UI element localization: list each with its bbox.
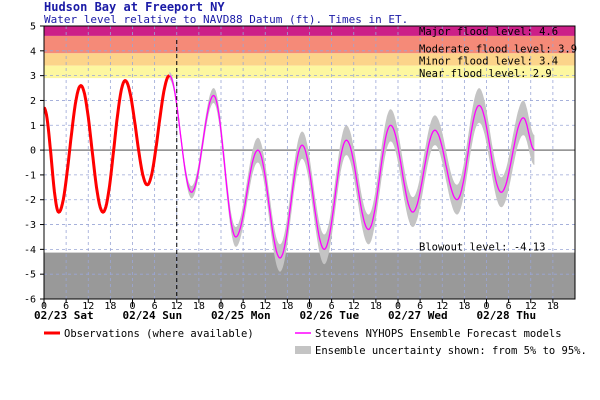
x-tick-label: 12 (348, 301, 360, 312)
x-tick-label: 0 (41, 301, 47, 312)
legend-observations-label: Observations (where available) (64, 328, 254, 340)
band-labels: Major flood level: 4.6 Moderate flood le… (419, 26, 577, 254)
x-tick-label: 6 (329, 301, 335, 312)
x-tick-label: 18 (281, 301, 293, 312)
minor-flood-label: Minor flood level: 3.4 (419, 56, 558, 68)
x-tick-label: 18 (104, 301, 116, 312)
x-tick-label: 0 (218, 301, 224, 312)
x-axis-ticks: 0 6 12 18 0 6 12 18 0 6 12 18 0 6 12 18 0 6 12 18 0 6 12 18 (41, 299, 559, 312)
x-tick-label: 6 (417, 301, 423, 312)
y-tick-label: 0 (30, 146, 36, 157)
x-tick-label: 0 (129, 301, 135, 312)
moderate-flood-label: Moderate flood level: 3.9 (419, 43, 577, 55)
major-flood-band (44, 26, 575, 36)
major-flood-label: Major flood level: 4.6 (419, 26, 558, 38)
y-tick-label: -6 (24, 295, 36, 306)
x-tick-label: 6 (152, 301, 158, 312)
near-flood-label: Near flood level: 2.9 (419, 68, 552, 80)
x-tick-label: 18 (547, 301, 559, 312)
x-tick-label: 0 (306, 301, 312, 312)
legend: Observations (where available) Stevens N… (44, 328, 587, 357)
legend-forecast-label: Stevens NYHOPS Ensemble Forecast models (315, 328, 562, 340)
x-day-label: 02/23 Sat (34, 309, 94, 322)
y-tick-label: 2 (30, 96, 36, 107)
y-tick-label: -1 (24, 170, 36, 181)
y-tick-label: -3 (24, 220, 36, 231)
x-tick-label: 6 (240, 301, 246, 312)
x-tick-label: 12 (82, 301, 94, 312)
x-tick-label: 12 (259, 301, 271, 312)
x-tick-label: 18 (458, 301, 470, 312)
legend-uncertainty-swatch (295, 346, 311, 354)
y-tick-label: 4 (30, 46, 36, 57)
x-axis-day-labels: 02/23 Sat 02/24 Sun 02/25 Mon 02/26 Tue 02/2… (34, 309, 536, 322)
blowout-label: Blowout level: -4.13 (419, 242, 545, 254)
y-tick-label: -2 (24, 195, 36, 206)
y-tick-label: 1 (30, 121, 36, 132)
x-tick-label: 0 (395, 301, 401, 312)
x-tick-label: 18 (370, 301, 382, 312)
y-tick-label: -4 (24, 245, 36, 256)
y-tick-label: 5 (30, 22, 36, 33)
x-tick-label: 6 (506, 301, 512, 312)
x-tick-label: 6 (63, 301, 69, 312)
x-day-label: 02/26 Tue (300, 309, 360, 322)
x-tick-label: 18 (193, 301, 205, 312)
x-day-label: 02/24 Sun (123, 309, 183, 322)
legend-uncertainty-label: Ensemble uncertainty shown: from 5% to 9… (315, 345, 587, 357)
x-tick-label: 12 (436, 301, 448, 312)
x-tick-label: 0 (483, 301, 489, 312)
observations-line (43, 74, 171, 214)
x-tick-label: 12 (171, 301, 183, 312)
forecast-line (169, 75, 535, 259)
y-axis-ticks: -6 -5 -4 -3 -2 -1 0 1 2 3 4 5 (24, 22, 44, 306)
x-day-label: 02/28 Thu (477, 309, 537, 322)
chart-title: Hudson Bay at Freeport NY (44, 0, 225, 14)
x-day-label: 02/25 Mon (211, 309, 271, 322)
y-tick-label: -5 (24, 270, 36, 281)
x-day-label: 02/27 Wed (388, 309, 448, 322)
x-tick-label: 12 (525, 301, 537, 312)
y-tick-label: 3 (30, 71, 36, 82)
chart-subtitle: Water level relative to NAVD88 Datum (ft… (44, 13, 408, 26)
